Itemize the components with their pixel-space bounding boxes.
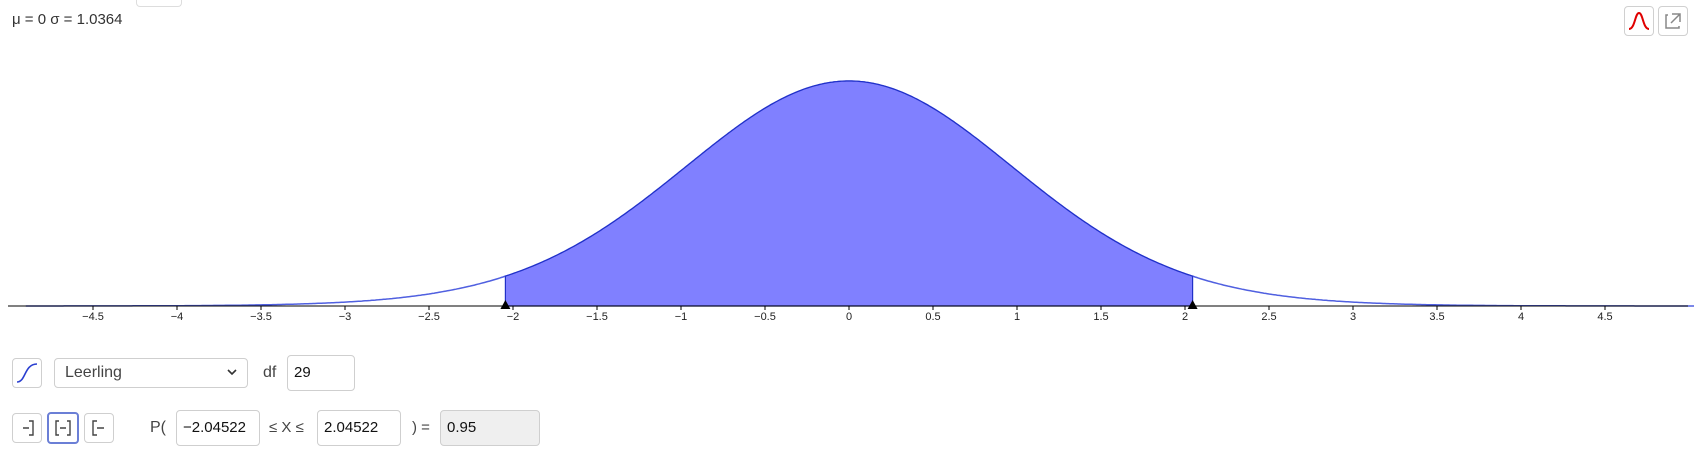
x-tick-label: 1.5 [1093,311,1108,323]
x-tick-label: 3 [1350,311,1356,323]
x-tick-label: −2.5 [418,311,440,323]
top-tab[interactable] [136,0,182,7]
x-axis-ticks: −4.5 −4 −3.5 −3 −2.5 −2 −1.5 −1 −0.5 0 0.5 1 1.5 2 2.5… [82,306,1613,323]
upper-bound-marker [1187,300,1198,309]
x-tick-label: 0.5 [925,311,940,323]
normal-overlay-button[interactable] [1624,6,1654,36]
x-tick-label: 3.5 [1429,311,1444,323]
x-tick-label: −4 [171,311,184,323]
probability-open-label: P( [150,419,166,436]
chevron-down-icon [227,369,237,376]
probability-result: 0.95 [440,410,540,446]
distribution-stats: μ = 0 σ = 1.0364 [12,11,123,28]
distribution-select[interactable]: Leerling [54,358,248,388]
left-sided-button[interactable] [12,413,42,443]
x-tick-label: 2 [1182,311,1188,323]
probability-close-label: ) = [412,419,430,436]
x-tick-label: 1 [1014,311,1020,323]
x-tick-label: 0 [846,311,852,323]
df-label: df [263,364,277,381]
x-tick-label: −3 [339,311,352,323]
right-sided-icon [92,420,104,436]
x-tick-label: −0.5 [754,311,776,323]
right-sided-button[interactable] [84,413,114,443]
two-sided-icon [55,420,71,436]
cumulative-curve-icon [16,363,38,383]
x-tick-label: −3.5 [250,311,272,323]
x-tick-label: 2.5 [1261,311,1276,323]
bell-curve-icon [1628,11,1650,30]
cumulative-toggle-button[interactable] [12,358,42,388]
x-tick-label: −1 [675,311,688,323]
lower-bound-input[interactable]: −2.04522 [176,410,260,446]
x-tick-label: −4.5 [82,311,104,323]
distribution-select-value: Leerling [65,364,122,381]
export-icon [1665,13,1681,29]
left-sided-icon [23,420,34,436]
x-tick-label: −2 [507,311,520,323]
upper-bound-input[interactable]: 2.04522 [317,410,401,446]
t-distribution-chart: −4.5 −4 −3.5 −3 −2.5 −2 −1.5 −1 −0.5 0 0.5 1 1.5 2 2.5… [8,80,1694,323]
x-tick-label: 4.5 [1597,311,1612,323]
x-tick-label: 4 [1518,311,1524,323]
inequality-label: ≤ X ≤ [269,419,304,436]
x-tick-label: −1.5 [586,311,608,323]
lower-bound-marker [500,300,511,309]
export-button[interactable] [1658,6,1688,36]
shaded-probability-region [504,80,1194,307]
two-sided-button[interactable] [47,412,79,444]
df-input[interactable]: 29 [287,355,355,391]
